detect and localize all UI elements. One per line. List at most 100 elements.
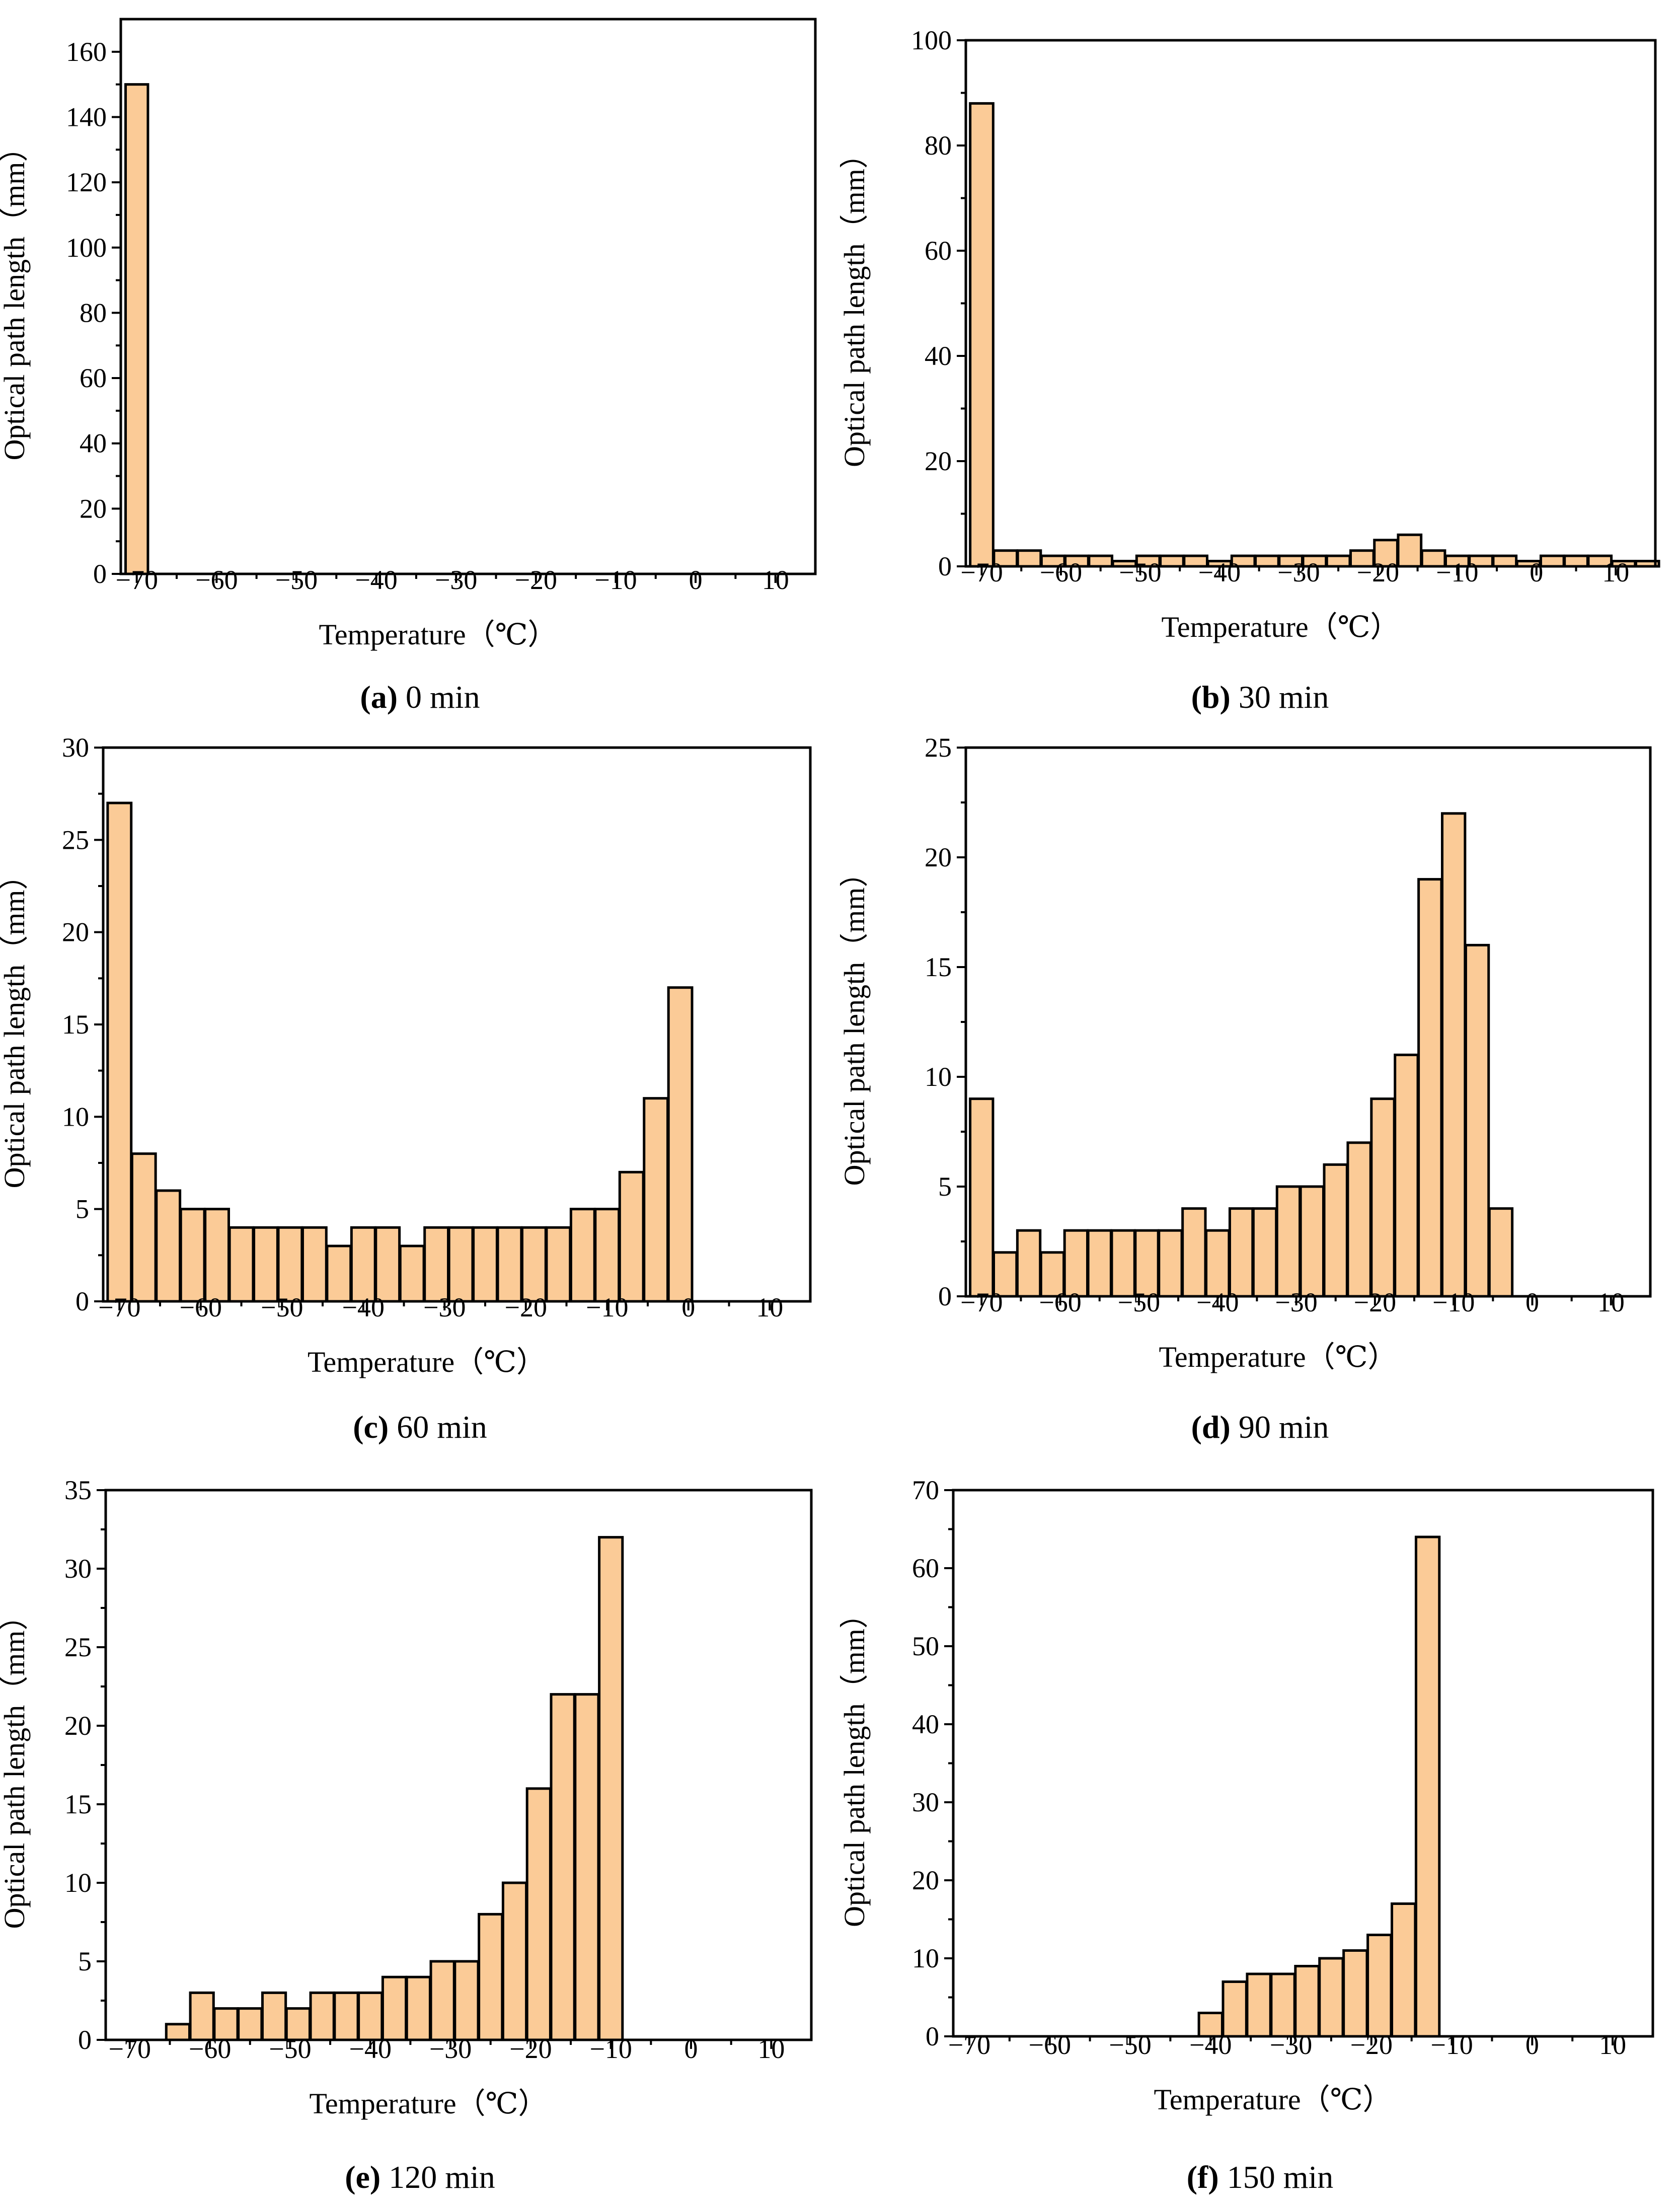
bar — [525, 1787, 552, 2041]
x-tick-label: −70 — [960, 557, 1003, 587]
bar — [1366, 1934, 1393, 2038]
caption-e: (e) 120 min — [0, 2160, 840, 2195]
bar — [1275, 1185, 1302, 1298]
x-tick-label: −20 — [505, 1292, 547, 1322]
y-tick-label: 20 — [925, 446, 952, 476]
caption-letter: (a) — [360, 679, 398, 715]
y-axis-label: Optical path length（mm） — [840, 1599, 871, 1927]
y-tick-label: 0 — [75, 1286, 89, 1316]
bar — [969, 1097, 995, 1298]
y-tick-label: 0 — [93, 559, 107, 589]
caption-text: 30 min — [1230, 679, 1329, 715]
bar — [405, 1975, 431, 2041]
x-tick-label: 10 — [756, 1292, 783, 1322]
bar — [1252, 1207, 1278, 1298]
y-tick-label: 120 — [66, 167, 107, 197]
caption-b: (b) 30 min — [840, 680, 1680, 715]
x-tick-label: −60 — [180, 1292, 222, 1322]
bar — [643, 1097, 669, 1303]
bar — [1228, 1207, 1254, 1298]
bar — [1346, 1141, 1372, 1298]
bar — [569, 1208, 596, 1303]
y-tick-label: 20 — [912, 1865, 939, 1895]
x-axis-label: Temperature（℃） — [319, 618, 557, 651]
y-axis-label: Optical path length（mm） — [0, 1601, 31, 1929]
y-tick-label: 0 — [926, 2021, 939, 2051]
bar — [253, 1226, 279, 1303]
x-tick-label: 10 — [1602, 557, 1629, 587]
x-tick-label: −40 — [1196, 1287, 1239, 1317]
x-tick-label: −40 — [1198, 557, 1241, 587]
bar — [106, 801, 133, 1303]
y-tick-label: 20 — [925, 842, 952, 872]
bar — [667, 986, 694, 1303]
bar — [1254, 554, 1280, 568]
x-tick-label: −20 — [509, 2034, 552, 2064]
bar — [1110, 1229, 1136, 1298]
y-axis-label: Optical path length（mm） — [840, 858, 871, 1186]
chart-d: −70 −60 −50 −40 −30 −20 −10 0 10 0 5 10 15 20 25 Temper… — [840, 735, 1652, 1373]
bar — [969, 102, 995, 568]
y-tick-label: 80 — [80, 298, 107, 328]
bar — [399, 1244, 425, 1303]
x-tick-label: −40 — [1189, 2030, 1232, 2060]
x-tick-label: −20 — [1350, 2030, 1393, 2060]
y-tick-label: 10 — [912, 1943, 939, 1973]
x-tick-label: −60 — [195, 565, 238, 595]
caption-c: (c) 60 min — [0, 1410, 840, 1445]
x-tick-label: 10 — [757, 2034, 785, 2064]
bar — [204, 1208, 231, 1303]
bar — [501, 1881, 528, 2041]
x-tick-label: −70 — [109, 2034, 151, 2064]
bar — [228, 1226, 255, 1303]
y-tick-label: 160 — [66, 37, 107, 67]
y-tick-label: 0 — [78, 2025, 92, 2055]
y-tick-label: 30 — [62, 735, 89, 763]
x-tick-label: −60 — [1039, 1287, 1081, 1317]
bar — [521, 1226, 547, 1303]
panel-f: −70 −60 −50 −40 −30 −20 −10 0 10 0 10 20 30 40 50 60 70 T… — [840, 1470, 1680, 2205]
bar — [301, 1226, 328, 1303]
caption-letter: (d) — [1191, 1409, 1231, 1445]
bar — [1563, 554, 1589, 568]
bar — [1318, 1957, 1344, 2038]
y-tick-label: 25 — [64, 1632, 92, 1662]
bar — [574, 1693, 600, 2041]
bar — [309, 1991, 335, 2041]
y-tick-label: 100 — [911, 25, 952, 55]
y-tick-label: 40 — [80, 428, 107, 459]
x-tick-label: −10 — [594, 565, 637, 595]
panel-c: −70 −60 −50 −40 −30 −20 −10 0 10 0 5 10 15 20 25 30 Temp… — [0, 735, 840, 1470]
x-tick-label: −50 — [1119, 557, 1161, 587]
bar — [189, 1991, 215, 2041]
y-tick-label: 15 — [925, 952, 952, 982]
panel-a: −70 −60 −50 −40 −30 −20 −10 0 10 0 20 40 60 80 100 120 1… — [0, 0, 840, 735]
bar — [453, 1960, 480, 2041]
x-axis-label: Temperature（℃） — [1154, 2083, 1392, 2116]
bar — [124, 83, 149, 575]
bar — [478, 1913, 504, 2041]
x-tick-label: −30 — [429, 2034, 472, 2064]
bar — [1063, 1229, 1089, 1298]
x-tick-label: −10 — [1432, 1287, 1475, 1317]
bar — [1394, 1053, 1419, 1298]
bar — [277, 1226, 303, 1303]
x-tick-label: −70 — [98, 1292, 140, 1322]
x-tick-label: −50 — [269, 2034, 311, 2064]
bar — [1158, 1229, 1183, 1298]
caption-d: (d) 90 min — [840, 1410, 1680, 1445]
bar — [598, 1536, 624, 2041]
y-tick-label: 25 — [925, 735, 952, 763]
x-axis-label: Temperature（℃） — [309, 2087, 547, 2120]
bar — [1488, 1207, 1514, 1298]
y-tick-label: 5 — [75, 1194, 89, 1224]
y-tick-label: 60 — [912, 1553, 939, 1583]
x-tick-label: −40 — [349, 2034, 392, 2064]
y-tick-label: 5 — [938, 1171, 952, 1202]
bar — [1181, 1207, 1207, 1298]
y-tick-label: 0 — [938, 1281, 952, 1311]
bar — [1414, 1535, 1441, 2038]
y-tick-label: 15 — [62, 1009, 89, 1040]
bar — [1397, 533, 1423, 568]
bar — [333, 1991, 359, 2041]
